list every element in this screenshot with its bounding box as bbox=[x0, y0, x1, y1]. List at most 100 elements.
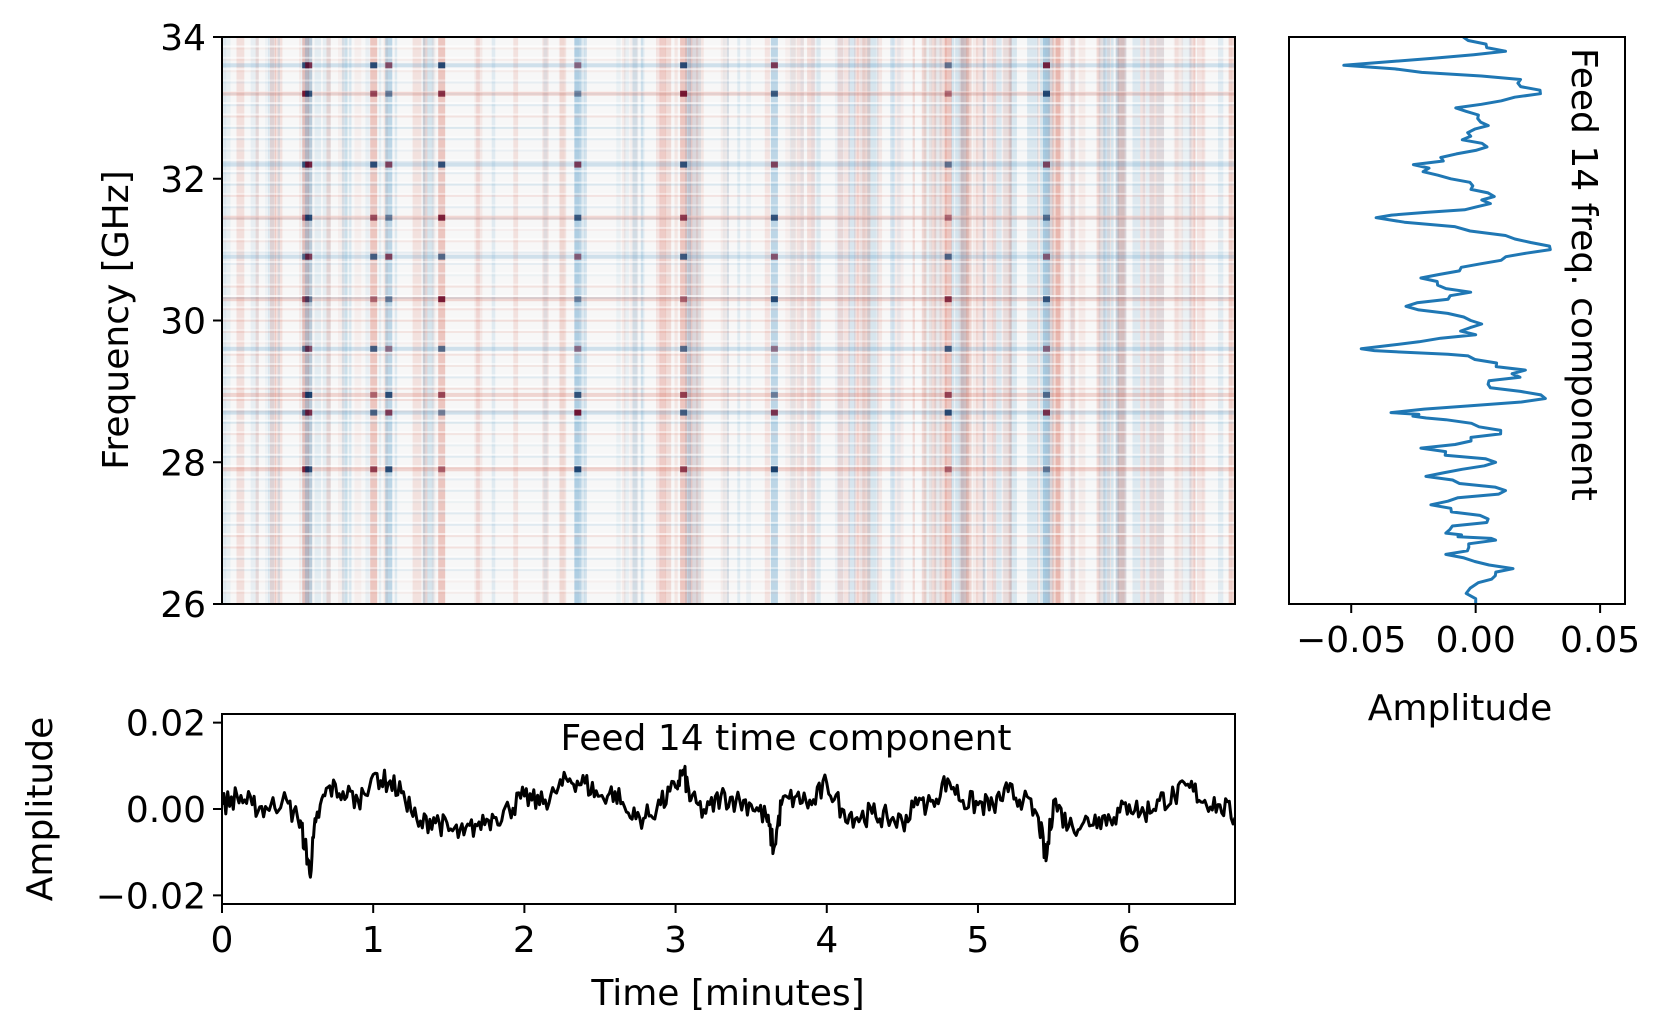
heatmap-row-gap bbox=[222, 45, 1235, 48]
heatmap-cell bbox=[305, 161, 313, 168]
heatmap-column bbox=[692, 37, 701, 604]
heatmap-column bbox=[629, 37, 638, 604]
heatmap-column bbox=[976, 37, 985, 604]
heatmap-column bbox=[1145, 37, 1155, 604]
heatmap-column bbox=[785, 37, 791, 604]
heatmap-column bbox=[1189, 37, 1196, 604]
heatmap-row bbox=[222, 104, 1235, 107]
heatmap-column bbox=[277, 37, 280, 604]
heatmap-cell bbox=[385, 253, 393, 260]
heatmap-column bbox=[341, 37, 348, 604]
time-xtick-label: 6 bbox=[1118, 920, 1141, 961]
heatmap-cell bbox=[385, 345, 393, 352]
heatmap-row bbox=[222, 580, 1235, 583]
heatmap-strong-column bbox=[385, 37, 393, 604]
heatmap-row-gap bbox=[222, 215, 1235, 218]
heatmap-cell bbox=[944, 253, 952, 260]
heatmap-column bbox=[854, 37, 862, 604]
heatmap-row bbox=[222, 399, 1235, 401]
heatmap-strong-row bbox=[222, 392, 1235, 397]
heatmap-row bbox=[222, 138, 1235, 141]
heatmap-row-gap bbox=[222, 283, 1235, 286]
heatmap-column bbox=[696, 37, 704, 604]
heatmap-ytick-label: 26 bbox=[160, 585, 206, 626]
heatmap-column bbox=[632, 37, 637, 604]
heatmap-column bbox=[687, 37, 693, 604]
heatmap-panel: 26 28 30 32 34 Frequency [GHz] bbox=[96, 18, 1236, 626]
heatmap-cell bbox=[385, 90, 393, 97]
heatmap-ytick-label: 28 bbox=[160, 443, 206, 484]
heatmap-column bbox=[474, 37, 483, 604]
heatmap-row bbox=[222, 421, 1235, 424]
heatmap-column bbox=[345, 37, 349, 604]
heatmap-cell bbox=[574, 253, 582, 260]
heatmap-cell bbox=[438, 161, 446, 168]
heatmap-column bbox=[891, 37, 895, 604]
heatmap-column bbox=[1003, 37, 1012, 604]
time-panel-ylabel: Amplitude bbox=[20, 717, 61, 901]
heatmap-column bbox=[1049, 37, 1054, 604]
heatmap-column bbox=[622, 37, 626, 604]
heatmap-cell bbox=[438, 466, 446, 473]
heatmap-column bbox=[300, 37, 306, 604]
heatmap-row-gap bbox=[222, 555, 1235, 558]
heatmap-column bbox=[1115, 37, 1120, 604]
heatmap-row bbox=[222, 194, 1235, 197]
heatmap-row bbox=[222, 160, 1235, 163]
heatmap-cell bbox=[680, 161, 688, 168]
heatmap-row bbox=[222, 478, 1235, 481]
heatmap-column bbox=[875, 37, 879, 604]
heatmap-row bbox=[222, 92, 1235, 95]
heatmap-row bbox=[222, 455, 1235, 458]
freq-xtick-label: 0.05 bbox=[1560, 620, 1640, 661]
heatmap-column bbox=[848, 37, 856, 604]
heatmap-column bbox=[929, 37, 932, 604]
heatmap-column bbox=[1120, 37, 1127, 604]
heatmap-column bbox=[844, 37, 850, 604]
time-xticks: 0 1 2 3 4 5 6 bbox=[211, 904, 1141, 961]
heatmap-row bbox=[222, 240, 1235, 243]
heatmap-column bbox=[222, 37, 231, 604]
time-panel-frame bbox=[221, 713, 1236, 905]
heatmap-row bbox=[222, 365, 1235, 367]
heatmap-cell bbox=[944, 409, 952, 416]
heatmap-row-gap bbox=[222, 204, 1235, 207]
heatmap-column bbox=[966, 37, 972, 604]
heatmap-column bbox=[737, 37, 741, 604]
heatmap-row-gap bbox=[222, 363, 1235, 365]
heatmap-row-gap bbox=[222, 56, 1235, 59]
heatmap-cell bbox=[305, 466, 313, 473]
heatmap-column bbox=[720, 37, 729, 604]
heatmap-column bbox=[960, 37, 967, 604]
heatmap-row bbox=[222, 58, 1235, 61]
heatmap-column bbox=[616, 37, 621, 604]
heatmap-column bbox=[1218, 37, 1224, 604]
heatmap-row-gap bbox=[222, 272, 1235, 275]
heatmap-column bbox=[1055, 37, 1064, 604]
heatmap-cell bbox=[770, 90, 778, 97]
heatmap-cell bbox=[680, 62, 688, 69]
heatmap-column bbox=[426, 37, 434, 604]
heatmap-column bbox=[1116, 37, 1125, 604]
heatmap-cell bbox=[680, 409, 688, 416]
heatmap-cell bbox=[370, 345, 378, 352]
heatmap-row-gap bbox=[222, 90, 1235, 93]
heatmap-strong-column bbox=[1043, 37, 1050, 604]
heatmap-column bbox=[1055, 37, 1061, 604]
heatmap-strong-row bbox=[222, 346, 1235, 351]
time-ytick-label: −0.02 bbox=[96, 876, 206, 917]
heatmap-cell bbox=[385, 161, 393, 168]
heatmap-row-gap bbox=[222, 170, 1235, 173]
heatmap-column bbox=[423, 37, 428, 604]
heatmap-column bbox=[746, 37, 751, 604]
heatmap-column bbox=[394, 37, 398, 604]
heatmap-column bbox=[958, 37, 967, 604]
heatmap-column bbox=[861, 37, 865, 604]
heatmap-row-gap bbox=[222, 521, 1235, 524]
heatmap-cell bbox=[370, 161, 378, 168]
heatmap-strong-column bbox=[305, 37, 313, 604]
heatmap-cell bbox=[1043, 296, 1050, 303]
heatmap-column bbox=[1052, 37, 1061, 604]
time-xtick-label: 5 bbox=[967, 920, 990, 961]
heatmap-row-gap bbox=[222, 487, 1235, 490]
